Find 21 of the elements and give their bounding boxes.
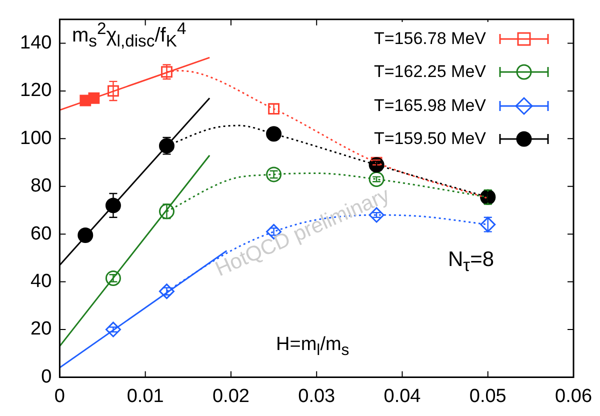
y-tick-label: 60: [30, 223, 52, 244]
x-tick-label: 0.04: [384, 386, 422, 407]
x-tick-label: 0.06: [555, 386, 592, 407]
y-tick-label: 140: [20, 32, 52, 54]
y-tick-label: 40: [30, 271, 52, 292]
y-tick-label: 80: [30, 176, 52, 197]
legend-label: T=159.50 MeV: [374, 129, 486, 150]
x-tick-label: 0.03: [298, 386, 336, 407]
x-tick-label: 0: [54, 386, 65, 407]
x-axis-title: H=m$_{l}$/m$_{s}$: [276, 334, 350, 360]
y-tick-label: 0: [41, 366, 52, 388]
annotation: N$_{τ}$=8: [448, 248, 494, 276]
legend-label: T=165.98 MeV: [374, 96, 486, 116]
y-tick-label: 120: [20, 80, 52, 102]
legend-label: T=162.25 MeV: [374, 62, 486, 82]
legend-label: T=156.78 MeV: [374, 28, 486, 49]
y-tick-label: 100: [20, 128, 52, 149]
x-tick-label: 0.02: [212, 386, 250, 407]
x-tick-label: 0.05: [469, 386, 506, 407]
x-tick-label: 0.01: [126, 386, 164, 407]
y-tick-label: 20: [30, 318, 52, 340]
